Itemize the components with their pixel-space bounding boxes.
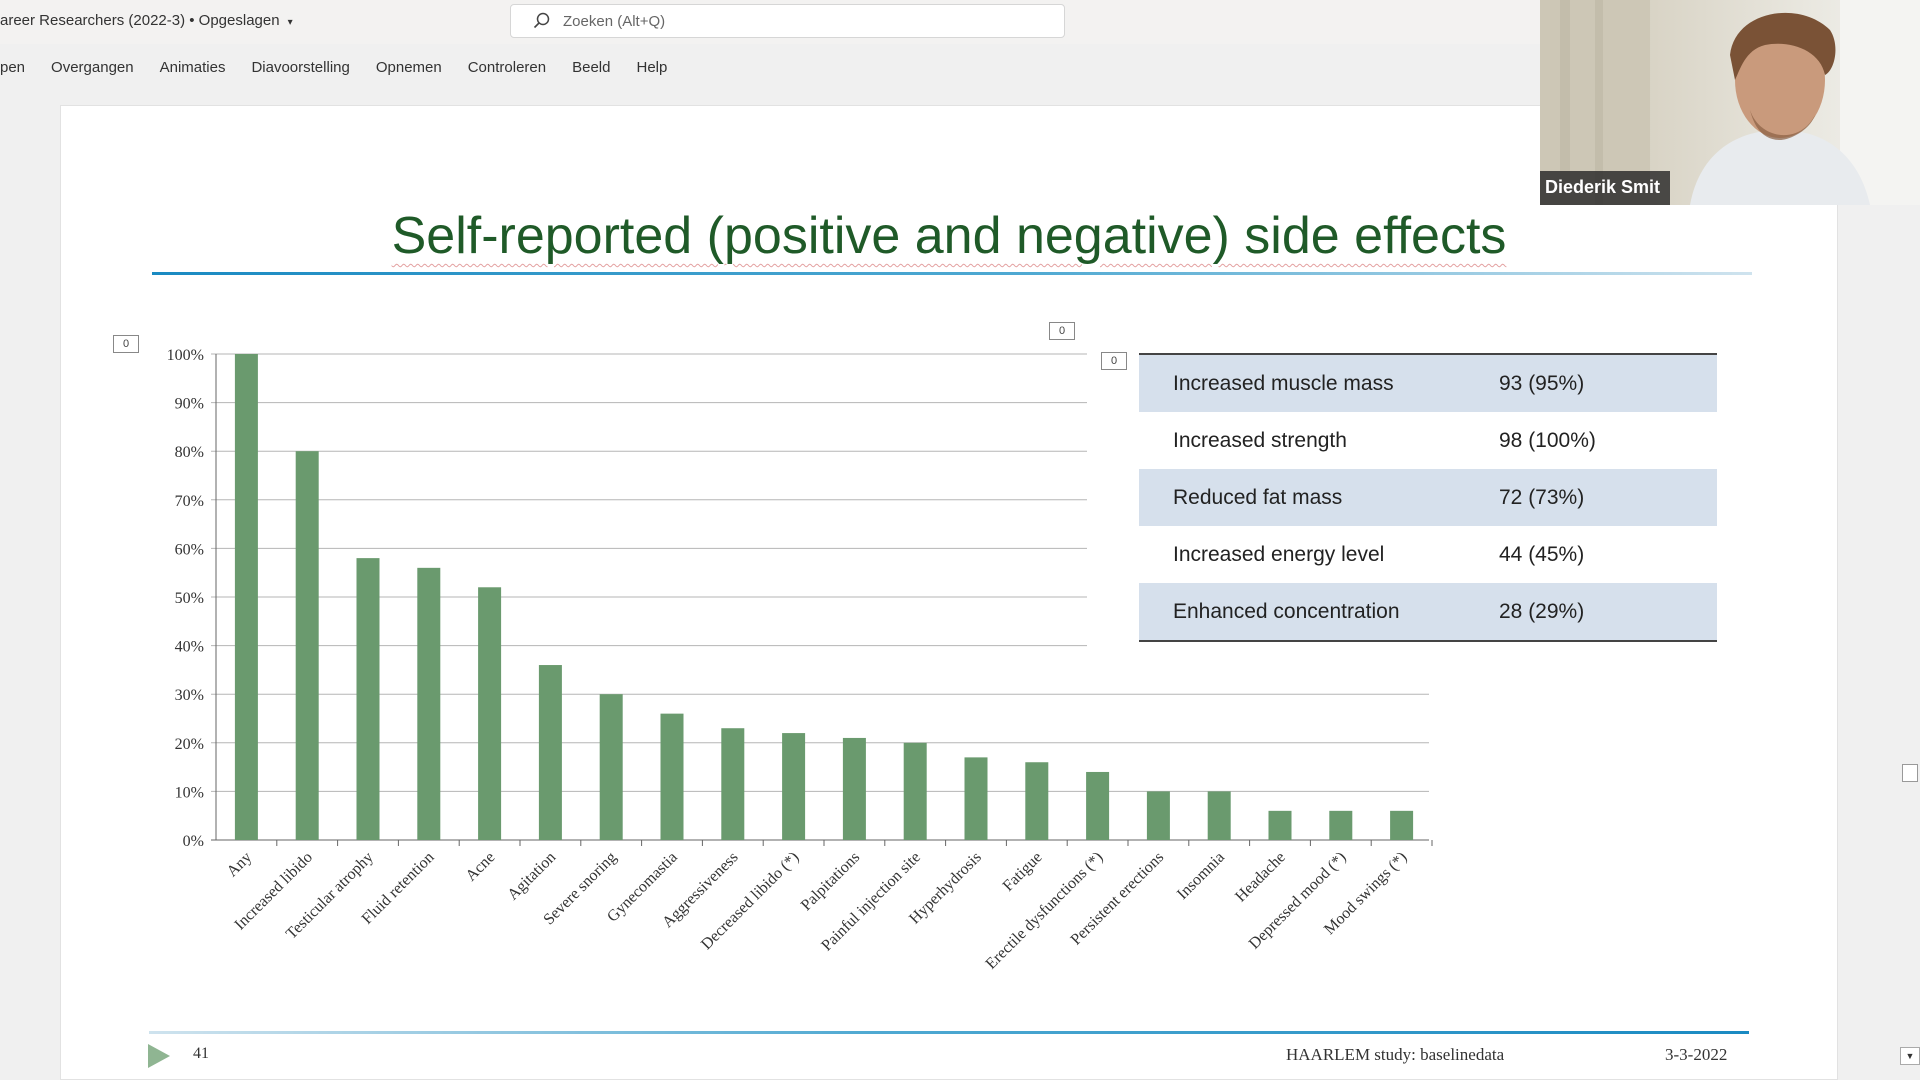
scroll-area — [1838, 205, 1920, 1080]
table-cell-value: 98 (100%) — [1499, 428, 1596, 452]
webcam-video: Diederik Smit — [1540, 0, 1920, 205]
play-icon[interactable] — [146, 1042, 172, 1070]
bar — [1207, 791, 1231, 840]
x-tick-label: Acne — [463, 849, 499, 885]
tab-help[interactable]: Help — [636, 58, 668, 76]
table-cell-value: 28 (29%) — [1499, 599, 1585, 623]
bar — [1086, 771, 1110, 840]
table-row: Increased muscle mass 93 (95%) — [1139, 355, 1717, 412]
placeholder-marker[interactable]: 0 — [1101, 352, 1127, 370]
scrollbar-thumb[interactable] — [1902, 764, 1918, 782]
y-tick-label: 10% — [175, 784, 204, 801]
bar — [1025, 762, 1049, 840]
bar — [1390, 810, 1414, 840]
table-row: Enhanced concentration 28 (29%) — [1139, 583, 1717, 640]
bar — [1268, 810, 1292, 840]
bar — [903, 742, 927, 840]
table-cell-label: Reduced fat mass — [1173, 485, 1343, 509]
ribbon-tabs: pen Overgangen Animaties Diavoorstelling… — [0, 50, 1540, 84]
y-tick-label: 40% — [175, 639, 204, 656]
participant-video-icon — [1540, 0, 1920, 205]
table-cell-label: Increased strength — [1173, 428, 1347, 452]
bar — [782, 733, 806, 840]
y-tick-label: 80% — [175, 444, 204, 461]
scroll-down-icon[interactable]: ▼ — [1900, 1047, 1920, 1065]
bar — [234, 354, 258, 840]
y-tick-label: 100% — [167, 347, 204, 364]
slide-footer-text: HAARLEM study: baselinedata — [1286, 1045, 1505, 1064]
bar — [1329, 810, 1353, 840]
search-box[interactable] — [510, 4, 1065, 38]
y-tick-label: 70% — [175, 493, 204, 510]
chevron-down-icon[interactable]: ▾ — [287, 17, 293, 28]
bar — [1146, 791, 1170, 840]
document-title[interactable]: areer Researchers (2022-3) • Opgeslagen ▾ — [0, 12, 293, 29]
x-tick-label: Palpitations — [798, 849, 863, 914]
tab-opnemen[interactable]: Opnemen — [375, 58, 442, 76]
y-tick-label: 90% — [175, 396, 204, 413]
placeholder-marker[interactable]: 0 — [1049, 322, 1075, 340]
table-cell-label: Enhanced concentration — [1173, 599, 1400, 623]
table-row: Increased strength 98 (100%) — [1139, 412, 1717, 469]
y-tick-label: 60% — [175, 541, 204, 558]
slide-number: 41 — [193, 1045, 209, 1062]
side-effects-bar-chart: 0% 10% 20% 30% 40% 50% 60% 70% 80% 90% 100% Any Incr… — [167, 347, 1433, 973]
x-tick-label: Insomnia — [1174, 849, 1228, 903]
document-title-text: areer Researchers (2022-3) • Opgeslagen — [0, 12, 280, 29]
title-divider — [152, 272, 1752, 275]
bar — [964, 757, 988, 840]
table-cell-value: 93 (95%) — [1499, 371, 1585, 395]
footer-divider — [149, 1031, 1749, 1034]
x-tick-label: Any — [224, 849, 256, 881]
x-tick-label: Erectile dysfunctions (*) — [983, 849, 1107, 973]
x-tick-label: Agitation — [504, 849, 559, 904]
y-tick-label: 30% — [175, 687, 204, 704]
x-tick-label: Fatigue — [1000, 849, 1046, 895]
slide-canvas[interactable]: Self-reported (positive and negative) si… — [60, 105, 1838, 1080]
table-row: Increased energy level 44 (45%) — [1139, 526, 1717, 583]
bar — [478, 587, 502, 840]
bar — [599, 694, 623, 840]
placeholder-marker[interactable]: 0 — [113, 335, 139, 353]
table-cell-label: Increased energy level — [1173, 542, 1385, 566]
tab-ontwerpen[interactable]: pen — [0, 58, 26, 76]
tab-diavoorstelling[interactable]: Diavoorstelling — [251, 58, 350, 76]
slide-footer-date: 3-3-2022 — [1665, 1045, 1728, 1064]
bar — [842, 737, 866, 840]
x-tick-label: Headache — [1232, 849, 1289, 906]
tab-beeld[interactable]: Beeld — [572, 58, 611, 76]
y-tick-label: 20% — [175, 736, 204, 753]
bar — [538, 665, 562, 840]
table-cell-value: 44 (45%) — [1499, 542, 1585, 566]
bar — [660, 713, 684, 840]
benefits-table: Increased muscle mass 93 (95%) Increased… — [1139, 353, 1717, 642]
tab-controleren[interactable]: Controleren — [467, 58, 547, 76]
tab-overgangen[interactable]: Overgangen — [51, 58, 134, 76]
slide-title: Self-reported (positive and negative) si… — [391, 207, 1507, 265]
bar — [417, 567, 441, 840]
bar — [295, 451, 319, 840]
table-row: Reduced fat mass 72 (73%) — [1139, 469, 1717, 526]
participant-name-label: Diederik Smit — [1540, 171, 1671, 205]
table-cell-label: Increased muscle mass — [1173, 371, 1394, 395]
bar — [721, 728, 745, 840]
y-tick-label: 0% — [183, 833, 204, 850]
y-tick-label: 50% — [175, 590, 204, 607]
search-input[interactable] — [561, 11, 1045, 31]
table-cell-value: 72 (73%) — [1499, 485, 1585, 509]
search-icon — [533, 12, 550, 29]
tab-animaties[interactable]: Animaties — [159, 58, 226, 76]
bar — [356, 558, 380, 840]
